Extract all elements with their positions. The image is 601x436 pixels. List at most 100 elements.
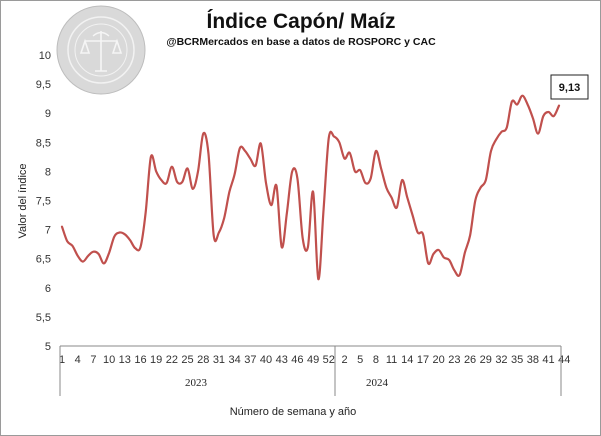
x-tick-label: 26 [464, 354, 476, 366]
data-point [349, 152, 351, 154]
data-point [406, 197, 408, 199]
data-point [145, 211, 147, 213]
data-point [474, 200, 476, 202]
data-point [532, 117, 534, 119]
data-point [500, 131, 502, 133]
data-point [197, 170, 199, 172]
x-tick-label: 37 [244, 354, 256, 366]
data-point [448, 259, 450, 261]
data-point [469, 234, 471, 236]
x-tick-label: 44 [558, 354, 570, 366]
logo-seal [56, 5, 146, 95]
data-point [307, 246, 309, 248]
data-point [553, 115, 555, 117]
data-point [187, 167, 189, 169]
data-point [422, 233, 424, 235]
x-tick-label: 52 [323, 354, 335, 366]
data-point [281, 246, 283, 248]
y-tick-label: 5,5 [36, 312, 51, 324]
data-point [485, 179, 487, 181]
data-point [239, 147, 241, 149]
y-tick-labels: 5 5,5 6 6,5 7 7,5 8 8,5 9 9,5 10 [36, 50, 51, 353]
data-point [511, 101, 513, 103]
data-point [119, 232, 121, 234]
data-point [270, 204, 272, 206]
data-point [108, 252, 110, 254]
data-point [317, 278, 319, 280]
data-point [71, 245, 73, 247]
data-point [139, 246, 141, 248]
data-point [275, 185, 277, 187]
data-point [459, 274, 461, 276]
data-point [438, 249, 440, 251]
data-point [66, 240, 68, 242]
y-tick-label: 8 [45, 166, 51, 178]
x-tick-label: 28 [197, 354, 209, 366]
data-point [344, 158, 346, 160]
data-point [375, 150, 377, 152]
x-tick-label: 25 [181, 354, 193, 366]
data-point [542, 115, 544, 117]
data-point [391, 197, 393, 199]
data-point [401, 179, 403, 181]
y-tick-label: 9,5 [36, 79, 51, 91]
y-tick-label: 9 [45, 108, 51, 120]
x-tick-label: 34 [229, 354, 241, 366]
x-tick-label: 31 [213, 354, 225, 366]
axes [59, 345, 562, 396]
data-point [176, 181, 178, 183]
x-tick-label: 17 [417, 354, 429, 366]
last-value-label: 9,13 [559, 82, 580, 94]
data-point [558, 105, 560, 107]
data-point [234, 173, 236, 175]
data-point [548, 111, 550, 113]
data-point [380, 167, 382, 169]
data-point [61, 226, 63, 228]
data-point [202, 133, 204, 135]
year-label-2024: 2024 [366, 377, 389, 389]
chart-title: Índice Capón/ Maíz [206, 10, 395, 33]
x-tick-label: 41 [542, 354, 554, 366]
data-point [464, 252, 466, 254]
data-point [103, 262, 105, 264]
data-point [412, 214, 414, 216]
data-point [312, 191, 314, 193]
data-point [490, 150, 492, 152]
x-tick-label: 23 [448, 354, 460, 366]
y-tick-label: 6 [45, 283, 51, 295]
data-point [265, 182, 267, 184]
x-tick-label: 49 [307, 354, 319, 366]
data-point [218, 232, 220, 234]
x-tick-label: 20 [433, 354, 445, 366]
x-tick-label: 32 [495, 354, 507, 366]
data-point [155, 170, 157, 172]
y-tick-label: 8,5 [36, 137, 51, 149]
data-point [249, 158, 251, 160]
x-tick-label: 8 [373, 354, 379, 366]
x-tick-label: 46 [291, 354, 303, 366]
data-point [207, 153, 209, 155]
data-point [364, 182, 366, 184]
data-point [77, 255, 79, 257]
data-point [171, 166, 173, 168]
x-tick-label: 11 [386, 354, 397, 366]
data-point [359, 169, 361, 171]
data-point [495, 138, 497, 140]
data-point [134, 247, 136, 249]
data-point [417, 232, 419, 234]
x-axis-label: Número de semana y año [230, 406, 357, 418]
x-tick-label: 5 [357, 354, 363, 366]
data-point [427, 262, 429, 264]
x-tick-label: 29 [480, 354, 492, 366]
data-point [516, 103, 518, 105]
data-point [527, 103, 529, 105]
data-point [291, 170, 293, 172]
y-tick-label: 10 [39, 50, 51, 62]
data-point [537, 133, 539, 135]
x-tick-label: 1 [59, 354, 65, 366]
series-line [60, 94, 561, 281]
x-tick-label: 40 [260, 354, 272, 366]
data-points [61, 95, 560, 280]
year-label-2023: 2023 [185, 377, 208, 389]
